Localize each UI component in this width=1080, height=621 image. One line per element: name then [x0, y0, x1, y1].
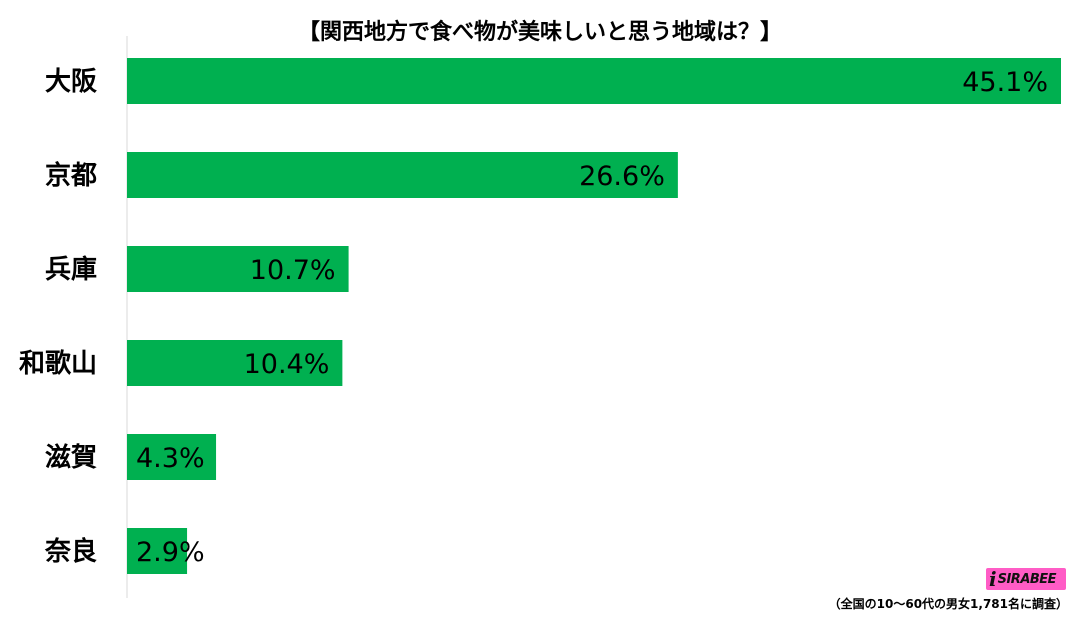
category-label: 兵庫	[45, 255, 97, 285]
data-label: 10.4%	[244, 349, 330, 380]
category-label: 和歌山	[19, 349, 97, 379]
bar	[127, 152, 678, 198]
bar	[127, 434, 217, 480]
data-label: 10.7%	[250, 255, 336, 286]
bar	[127, 58, 1061, 104]
category-label: 奈良	[44, 536, 97, 567]
data-label: 26.6%	[579, 161, 665, 192]
logo-text: SIRABEE	[997, 571, 1057, 587]
category-label: 滋賀	[45, 442, 97, 473]
data-label: 4.3%	[136, 443, 205, 474]
bar	[127, 340, 343, 386]
survey-footnote: （全国の10～60代の男女1,781名に調査）	[828, 597, 1068, 611]
bar	[127, 246, 349, 292]
logo-mark-icon: i	[989, 567, 997, 591]
chart-title: 【関西地方で食べ物が美味しいと思う地域は？】	[297, 20, 782, 45]
category-label: 大阪	[45, 67, 97, 97]
category-label: 京都	[45, 160, 97, 191]
data-label: 45.1%	[962, 67, 1048, 98]
data-label: 2.9%	[136, 537, 205, 568]
bar	[127, 528, 188, 574]
sirabee-logo: i SIRABEE	[986, 568, 1066, 590]
